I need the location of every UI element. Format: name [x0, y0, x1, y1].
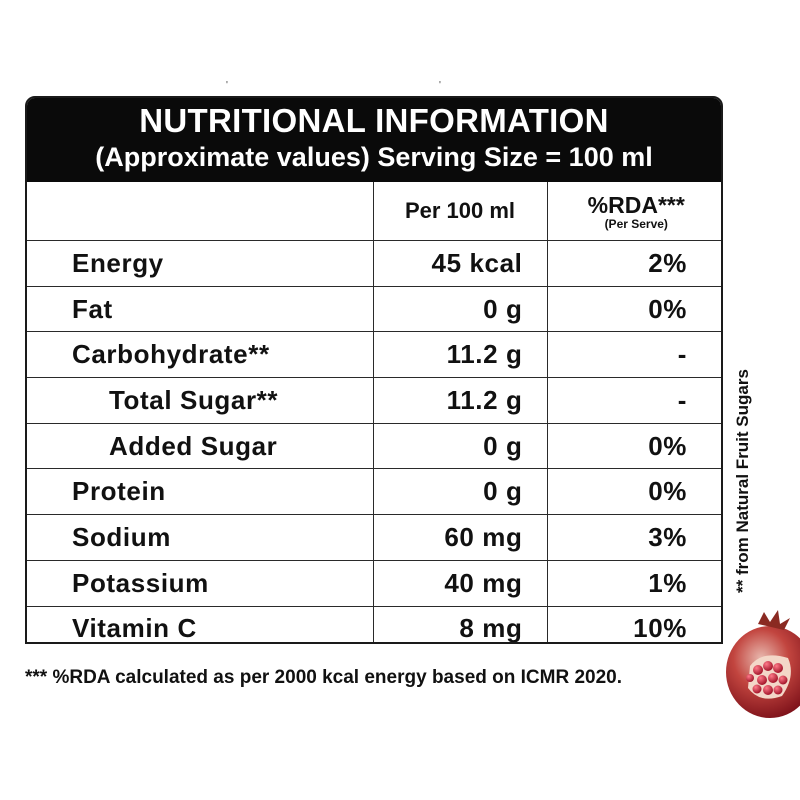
nutrient-value: 0 g [372, 285, 548, 333]
side-note-text: ** from Natural Fruit Sugars [733, 369, 752, 593]
panel-header: NUTRITIONAL INFORMATION (Approximate val… [27, 98, 721, 182]
nutrient-name: Fat [27, 285, 374, 333]
header-nutrient [27, 182, 374, 241]
table-header-row: Per 100 ml %RDA*** (Per Serve) [27, 182, 721, 241]
nutrient-value: 40 mg [372, 559, 548, 607]
nutrient-value: 45 kcal [372, 240, 548, 287]
nutrient-value: 11.2 g [372, 331, 548, 379]
nutrient-name: Protein [27, 468, 374, 516]
nutrient-rda: 3% [546, 514, 721, 561]
panel-title: NUTRITIONAL INFORMATION [139, 102, 609, 139]
nutrient-rda: 10% [546, 605, 721, 642]
side-note: ** from Natural Fruit Sugars [728, 350, 758, 612]
table-row: Carbohydrate** 11.2 g - [27, 331, 721, 379]
nutrient-rda: - [546, 377, 721, 424]
panel-subtitle: (Approximate values) Serving Size = 100 … [95, 142, 653, 172]
pomegranate-image [726, 610, 800, 718]
table-row: Potassium 40 mg 1% [27, 559, 721, 607]
table-row: Sodium 60 mg 3% [27, 514, 721, 561]
nutrient-name: Energy [27, 240, 374, 287]
nutrient-value: 8 mg [372, 605, 548, 642]
nutrient-value: 0 g [372, 468, 548, 516]
nutrient-rda: 0% [546, 468, 721, 516]
header-per-100ml: Per 100 ml [372, 182, 548, 241]
table-row: Fat 0 g 0% [27, 285, 721, 333]
nutrient-rda: - [546, 331, 721, 379]
table-row: Total Sugar** 11.2 g - [27, 377, 721, 424]
nutrient-name: Total Sugar** [27, 377, 374, 424]
nutrient-rda: 0% [546, 285, 721, 333]
footnote: *** %RDA calculated as per 2000 kcal ene… [25, 667, 623, 688]
nutrient-name: Carbohydrate** [27, 331, 374, 379]
nutrition-table: Per 100 ml %RDA*** (Per Serve) Energy 45… [27, 182, 721, 642]
nutrient-rda: 1% [546, 559, 721, 607]
scan-mark: ' [439, 80, 441, 91]
scan-mark: ' [226, 80, 228, 91]
header-rda: %RDA*** (Per Serve) [546, 182, 721, 241]
nutrient-name: Vitamin C [27, 605, 374, 642]
table-row: Added Sugar 0 g 0% [27, 422, 721, 470]
nutrient-rda: 0% [546, 422, 721, 470]
nutrient-name: Sodium [27, 514, 374, 561]
nutrient-name: Potassium [27, 559, 374, 607]
header-rda-sublabel: (Per Serve) [604, 217, 668, 231]
nutrient-value: 0 g [372, 422, 548, 470]
nutrient-value: 11.2 g [372, 377, 548, 424]
table-row: Vitamin C 8 mg 10% [27, 605, 721, 642]
nutrient-rda: 2% [546, 240, 721, 287]
nutrient-value: 60 mg [372, 514, 548, 561]
header-rda-label: %RDA*** [587, 192, 685, 218]
nutrient-name: Added Sugar [27, 422, 374, 470]
table-row: Energy 45 kcal 2% [27, 240, 721, 287]
table-row: Protein 0 g 0% [27, 468, 721, 516]
nutrition-panel: NUTRITIONAL INFORMATION (Approximate val… [25, 96, 723, 644]
